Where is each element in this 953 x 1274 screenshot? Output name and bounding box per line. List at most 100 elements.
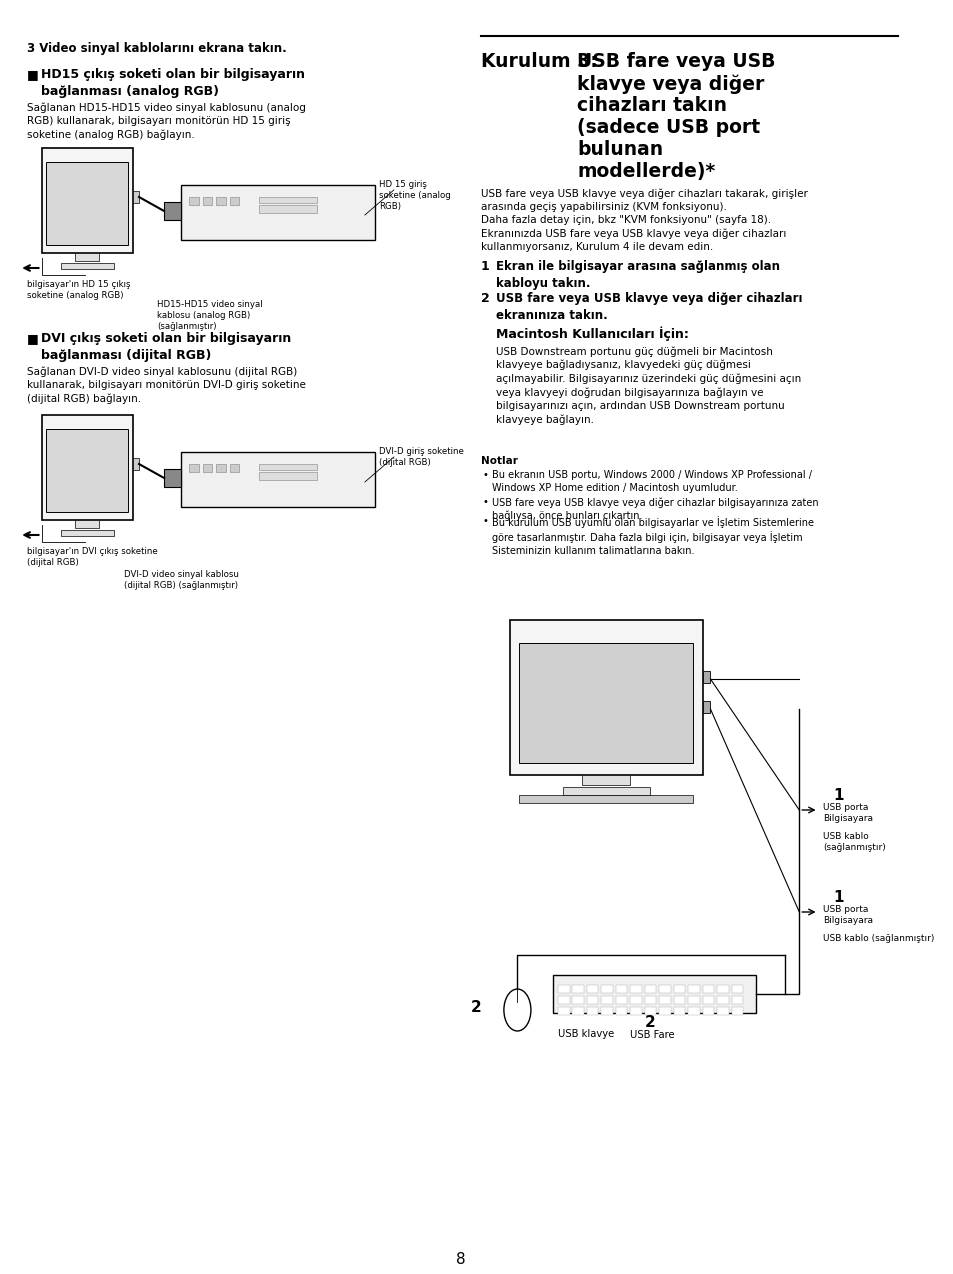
Text: Bu ekranın USB portu, Windows 2000 / Windows XP Professional /
Windows XP Home e: Bu ekranın USB portu, Windows 2000 / Win… [492,470,811,493]
Bar [42,415,133,520]
Text: Bilgisayara: Bilgisayara [822,814,873,823]
Bar [558,996,569,1004]
Text: USB porta: USB porta [822,905,868,913]
Text: 2: 2 [480,292,489,304]
Bar [230,197,239,205]
Bar [509,620,702,775]
Bar [518,643,693,763]
Text: •: • [482,497,488,507]
Text: USB fare veya USB klavye veya diğer cihazlar bilgisayarınıza zaten
bağlıysa, önc: USB fare veya USB klavye veya diğer ciha… [492,497,818,521]
Bar [202,464,213,471]
Bar [659,1006,670,1015]
Bar [572,1006,583,1015]
Text: Notlar: Notlar [480,456,517,466]
Text: DVI-D giriş soketine
(dijital RGB): DVI-D giriş soketine (dijital RGB) [379,447,464,468]
Text: klavye veya diğer: klavye veya diğer [577,74,763,93]
Bar [47,162,129,245]
Text: bilgisayar'ın DVI çıkış soketine
(dijital RGB): bilgisayar'ın DVI çıkış soketine (dijita… [27,547,157,567]
Bar [558,1006,569,1015]
Text: 1: 1 [480,260,489,273]
Bar [558,985,569,992]
Bar [731,985,742,992]
Text: USB Fare: USB Fare [630,1029,675,1040]
Text: Sağlanan HD15-HD15 video sinyal kablosunu (analog
RGB) kullanarak, bilgisayarı m: Sağlanan HD15-HD15 video sinyal kablosun… [27,102,306,140]
Bar [61,262,113,269]
Bar [572,996,583,1004]
Bar [189,464,198,471]
Bar [181,185,375,240]
Text: Ekranınızda USB fare veya USB klavye veya diğer cihazları: Ekranınızda USB fare veya USB klavye vey… [480,228,785,240]
Text: 8: 8 [456,1252,465,1268]
Text: 3 Video sinyal kablolarını ekrana takın.: 3 Video sinyal kablolarını ekrana takın. [27,42,287,55]
Text: kullanmıyorsanız, Kurulum 4 ile devam edin.: kullanmıyorsanız, Kurulum 4 ile devam ed… [480,242,712,252]
Text: bulunan: bulunan [577,140,662,159]
Bar [630,985,641,992]
Text: USB fare veya USB: USB fare veya USB [577,52,775,71]
Text: Ekran ile bilgisayar arasına sağlanmış olan
kabloyu takın.: Ekran ile bilgisayar arasına sağlanmış o… [496,260,780,290]
Text: USB fare veya USB klavye veya diğer cihazları takarak, girişler: USB fare veya USB klavye veya diğer ciha… [480,189,807,199]
Text: Sağlanan DVI-D video sinyal kablosunu (dijital RGB)
kullanarak, bilgisayarı moni: Sağlanan DVI-D video sinyal kablosunu (d… [27,366,306,404]
Text: bilgisayar'ın HD 15 çıkış
soketine (analog RGB): bilgisayar'ın HD 15 çıkış soketine (anal… [27,280,131,301]
Bar [42,148,133,254]
Bar [659,996,670,1004]
Text: HD15 çıkış soketi olan bir bilgisayarın
bağlanması (analog RGB): HD15 çıkış soketi olan bir bilgisayarın … [40,68,304,98]
Bar [581,775,630,785]
Bar [75,520,99,527]
Bar [61,530,113,536]
Bar [630,996,641,1004]
Text: Daha fazla detay için, bkz "KVM fonksiyonu" (sayfa 18).: Daha fazla detay için, bkz "KVM fonksiyo… [480,215,770,225]
Bar [673,1006,684,1015]
Bar [717,996,728,1004]
Text: •: • [482,470,488,480]
Text: USB porta: USB porta [822,803,868,812]
Bar [189,197,198,205]
Bar [702,671,710,683]
Bar [673,985,684,992]
Bar [586,1006,598,1015]
Text: HD15-HD15 video sinyal
kablosu (analog RGB)
(sağlanmıştır): HD15-HD15 video sinyal kablosu (analog R… [157,299,263,331]
Text: HD 15 giriş
soketine (analog
RGB): HD 15 giriş soketine (analog RGB) [379,180,451,211]
Bar [702,985,714,992]
Bar [687,985,700,992]
Text: DVI-D video sinyal kablosu
(dijital RGB) (sağlanmıştır): DVI-D video sinyal kablosu (dijital RGB)… [124,569,238,590]
Text: 2: 2 [644,1015,655,1029]
Bar [702,996,714,1004]
Bar [181,452,375,507]
Text: modellerde)*: modellerde)* [577,162,715,181]
Bar [258,197,316,203]
Text: (sadece USB port: (sadece USB port [577,118,760,138]
Bar [164,469,181,487]
Bar [164,203,181,220]
Bar [644,985,656,992]
Bar [230,464,239,471]
Bar [258,471,316,480]
Text: ■: ■ [27,68,39,82]
Bar [702,1006,714,1015]
Text: Kurulum 3:: Kurulum 3: [480,52,597,71]
Bar [644,1006,656,1015]
Bar [659,985,670,992]
Text: 1: 1 [832,891,842,905]
Bar [717,985,728,992]
Text: cihazları takın: cihazları takın [577,96,726,115]
Bar [687,1006,700,1015]
Text: arasında geçiş yapabilirsiniz (KVM fonksiyonu).: arasında geçiş yapabilirsiniz (KVM fonks… [480,201,726,211]
Bar [702,701,710,713]
Text: Bilgisayara: Bilgisayara [822,916,873,925]
Bar [518,795,693,803]
Bar [572,985,583,992]
Bar [258,205,316,213]
Bar [630,1006,641,1015]
Text: DVI çıkış soketi olan bir bilgisayarın
bağlanması (dijital RGB): DVI çıkış soketi olan bir bilgisayarın b… [40,333,291,362]
Bar [600,1006,613,1015]
Bar [133,191,139,203]
Text: USB klavye: USB klavye [558,1029,614,1040]
Text: 1: 1 [832,789,842,803]
Bar [673,996,684,1004]
Bar [258,464,316,470]
Bar [600,996,613,1004]
Text: 2: 2 [471,1000,481,1015]
Text: (sağlanmıştır): (sağlanmıştır) [822,843,885,852]
Text: •: • [482,516,488,526]
Text: ■: ■ [27,333,39,345]
